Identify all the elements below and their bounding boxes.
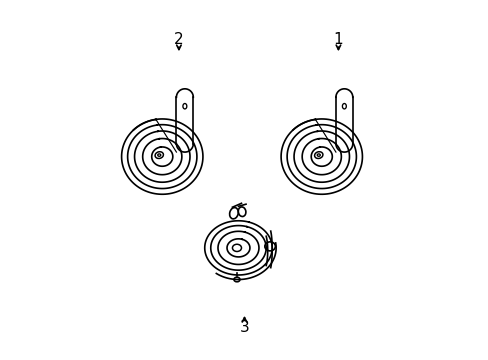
Text: 1: 1 (333, 32, 343, 48)
Text: 3: 3 (239, 320, 249, 334)
Text: 2: 2 (174, 32, 183, 48)
